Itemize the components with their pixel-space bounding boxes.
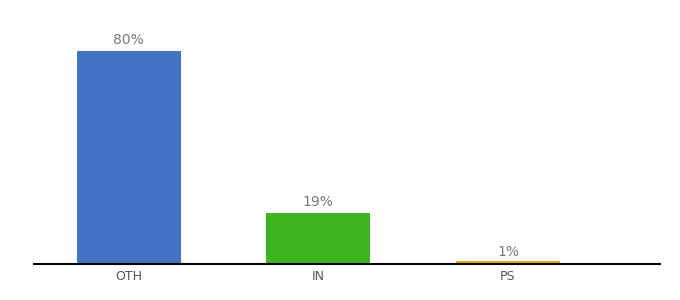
Text: 1%: 1% <box>497 245 519 259</box>
Bar <box>456 261 560 264</box>
Text: 80%: 80% <box>114 33 144 47</box>
Bar <box>267 213 371 264</box>
Text: 19%: 19% <box>303 195 334 209</box>
Bar <box>77 51 181 264</box>
